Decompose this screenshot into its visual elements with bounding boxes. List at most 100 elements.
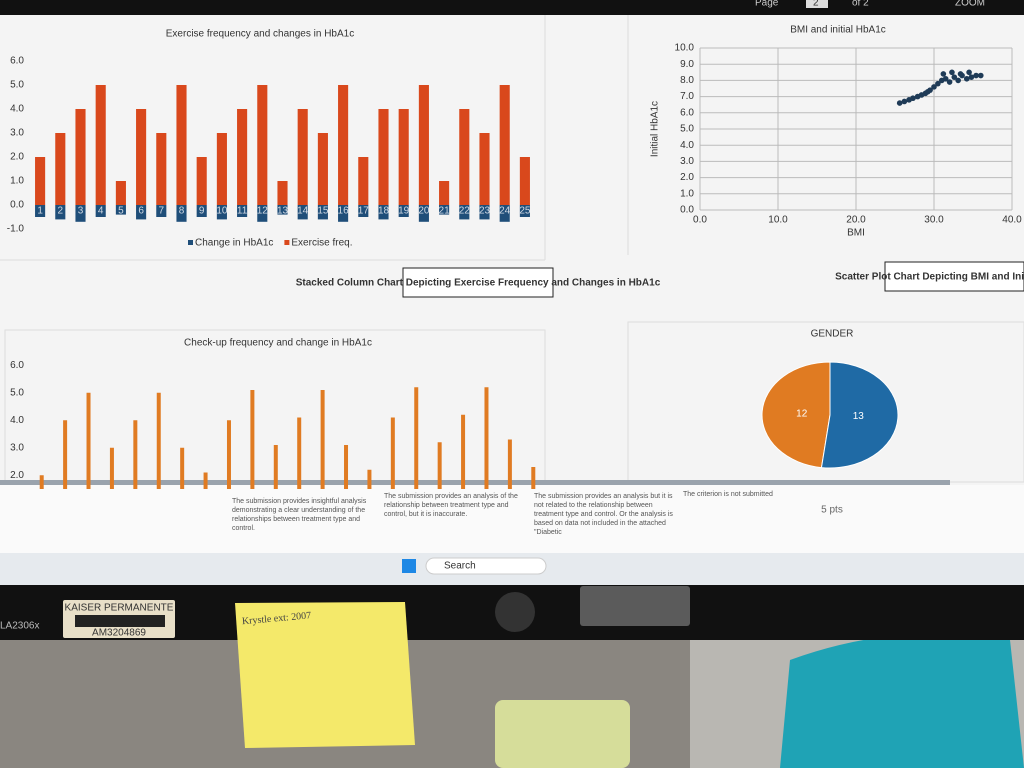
bar-segment [136,109,147,205]
bar [390,417,395,489]
bag [780,633,1024,768]
page-label: Page [755,0,779,9]
x-axis-title: BMI [847,228,865,239]
point [935,80,941,87]
bar-segment [95,85,106,205]
bar-segment [75,109,86,205]
y-tick-label: 6.0 [10,56,24,67]
bar [484,387,489,489]
bar-segment [176,85,187,205]
bar-segment [216,205,227,220]
bar-segment [398,205,409,217]
bar-segment [378,205,389,220]
y-tick-label: 3.0 [680,156,694,167]
x-tick-label: 9 [199,206,205,217]
y-tick-label: 2.0 [10,152,24,163]
x-tick-label: 22 [459,206,471,217]
y-tick-label: 0.0 [10,200,24,211]
y-tick-label: 1.0 [680,188,694,199]
x-tick-label: 18 [378,206,390,217]
bar-segment [237,205,248,217]
point [978,72,984,79]
x-tick-label: 21 [439,206,451,217]
bar-segment [277,181,288,205]
x-tick-label: 11 [237,206,248,217]
bar-segment [459,205,470,220]
bar-segment [156,205,167,217]
start-button[interactable] [402,559,416,573]
x-tick-label: 25 [519,206,531,217]
y-tick-label: 8.0 [680,75,694,86]
page-input[interactable] [806,0,828,8]
y-tick-label: 5.0 [680,124,694,135]
bar-segment [95,205,106,217]
x-tick-label: 19 [398,206,410,217]
point [910,95,916,102]
bar-segment [338,85,349,205]
bar-segment [115,181,126,205]
point [942,75,949,82]
y-tick-label: 7.0 [680,91,694,102]
bar [320,390,325,489]
rubric-cell: The submission provides an analysis but … [534,493,673,536]
bar-segment [439,205,450,215]
bar-segment [519,157,530,205]
y-tick-label: 9.0 [680,59,694,70]
data-label: 12 [796,408,808,419]
bar-segment [277,205,288,215]
x-tick-label: 17 [358,206,370,217]
legend-swatch [284,240,290,245]
bar-segment [55,133,66,205]
bar [63,420,68,489]
bar-segment [156,133,167,205]
bar-segment [297,109,308,205]
legend-label: Change in HbA1c [195,238,273,249]
x-tick-label: 8 [179,206,185,217]
point [946,79,953,85]
point [949,69,955,76]
bar-segment [479,205,490,220]
x-tick-label: 20.0 [846,215,866,226]
point [931,84,937,90]
y-tick-label: 4.0 [10,104,24,115]
bar [507,439,512,489]
x-tick-label: 12 [257,206,269,217]
y-tick-label: 2.0 [680,172,694,183]
point [963,75,970,82]
caption: Stacked Column Chart Depicting Exercise … [296,278,661,289]
x-tick-label: 1 [37,206,43,217]
page-number: 2 [813,0,819,9]
legend-swatch [188,240,193,245]
x-tick-label: 30.0 [924,215,944,226]
x-tick-label: 15 [317,206,329,217]
bar [39,475,44,489]
scrollbar [0,480,950,485]
bar-segment [75,205,86,222]
rubric-cell: The submission provides an analysis of t… [384,493,518,518]
x-tick-label: 23 [479,206,491,217]
bar-segment [439,181,450,205]
caption-box [402,267,554,298]
y-tick-label: 1.0 [10,176,24,187]
search-box[interactable] [425,557,547,575]
data-label: 13 [853,411,865,422]
legend-label: Exercise freq. [291,238,352,249]
y-tick-label: 5.0 [10,387,24,398]
bar [156,392,161,489]
y-tick-label: -1.0 [7,224,25,235]
bar [461,414,466,489]
bar-segment [317,133,328,205]
y-axis-title: Initial HbA1c [650,101,661,157]
bar-segment [216,133,227,205]
hp-logo [495,592,535,632]
bar-segment [519,205,530,217]
bar [437,442,442,489]
bar-segment [115,205,126,215]
x-tick-label: 10 [216,206,228,217]
sticky-note [235,602,415,748]
x-tick-label: 40.0 [1002,215,1022,226]
bar-segment [297,205,308,220]
pie-slice [820,361,899,469]
bar [86,392,91,489]
